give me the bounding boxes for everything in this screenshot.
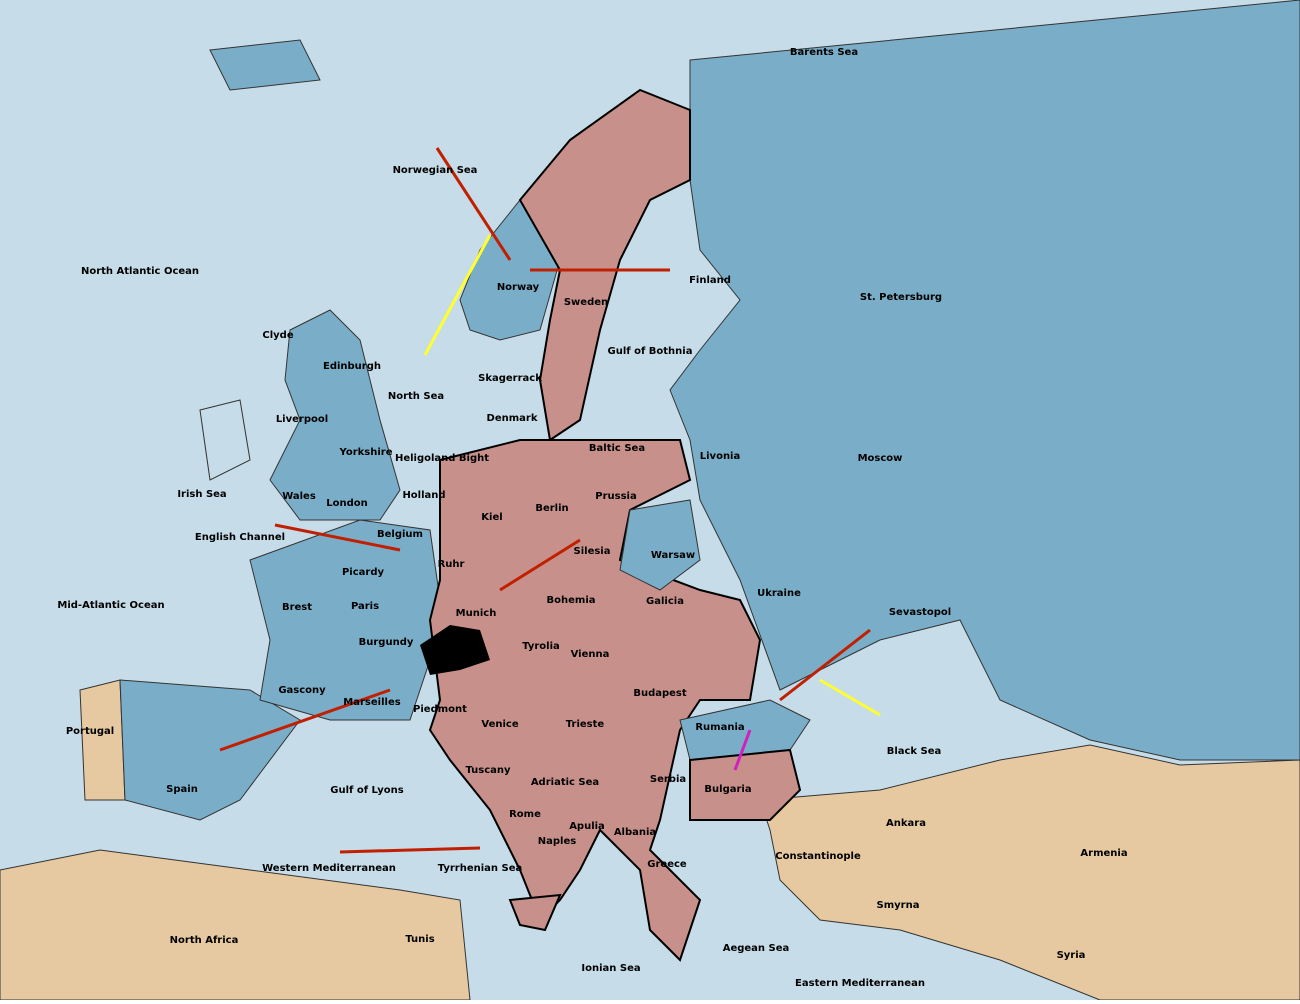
region-label: Barents Sea bbox=[790, 47, 858, 58]
region-label: St. Petersburg bbox=[860, 292, 942, 303]
region-label: Mid-Atlantic Ocean bbox=[57, 600, 164, 611]
region-label: Adriatic Sea bbox=[531, 777, 599, 788]
region-label: Berlin bbox=[535, 503, 568, 514]
region-label: North Sea bbox=[388, 391, 444, 402]
region-label: Denmark bbox=[487, 413, 538, 424]
region-label: Naples bbox=[538, 836, 576, 847]
region-label: Liverpool bbox=[276, 414, 328, 425]
spain bbox=[119, 679, 301, 821]
region-label: Skagerrack bbox=[478, 373, 542, 384]
region-label: Vienna bbox=[571, 649, 610, 660]
region-label: Eastern Mediterranean bbox=[795, 978, 925, 989]
france bbox=[249, 519, 441, 721]
region-label: Sweden bbox=[564, 297, 608, 308]
region-label: Livonia bbox=[700, 451, 740, 462]
region-label: Serbia bbox=[650, 774, 686, 785]
region-label: Warsaw bbox=[651, 550, 695, 561]
region-label: Budapest bbox=[633, 688, 687, 699]
region-label: Ionian Sea bbox=[581, 963, 640, 974]
rumania-land bbox=[679, 699, 811, 761]
region-label: Silesia bbox=[574, 546, 611, 557]
region-label: Ankara bbox=[886, 818, 926, 829]
region-label: Heligoland Bight bbox=[395, 453, 489, 464]
region-label: Sevastopol bbox=[889, 607, 951, 618]
region-label: Marseilles bbox=[343, 697, 400, 708]
region-label: Burgundy bbox=[359, 637, 414, 648]
region-label: Norwegian Sea bbox=[393, 165, 478, 176]
region-label: Brest bbox=[282, 602, 312, 613]
region-label: Ruhr bbox=[438, 559, 465, 570]
region-label: Norway bbox=[497, 282, 540, 293]
region-label: Greece bbox=[647, 859, 687, 870]
region-label: Clyde bbox=[262, 330, 293, 341]
ireland bbox=[199, 399, 251, 481]
region-label: Apulia bbox=[569, 821, 605, 832]
russia bbox=[669, 0, 1300, 761]
region-label: Yorkshire bbox=[339, 447, 393, 458]
order-arrow bbox=[219, 147, 871, 854]
region-label: Munich bbox=[456, 608, 497, 619]
convoy-arrow bbox=[733, 729, 752, 771]
region-label: Tuscany bbox=[465, 765, 511, 776]
portugal bbox=[79, 679, 126, 801]
region-label: Tyrrhenian Sea bbox=[438, 863, 523, 874]
region-label: Bulgaria bbox=[704, 784, 751, 795]
region-label: Tunis bbox=[405, 934, 434, 945]
bulgaria-land bbox=[689, 748, 802, 821]
region-label: Syria bbox=[1057, 950, 1086, 961]
region-label: Aegean Sea bbox=[723, 943, 790, 954]
region-label: London bbox=[326, 498, 368, 509]
warsaw-land bbox=[619, 499, 701, 591]
region-label: Albania bbox=[614, 827, 656, 838]
support-arrow bbox=[423, 234, 881, 717]
region-label: Spain bbox=[166, 784, 198, 795]
region-label: English Channel bbox=[195, 532, 285, 543]
region-label: Western Mediterranean bbox=[262, 863, 396, 874]
sicily bbox=[508, 893, 562, 932]
region-label: Holland bbox=[402, 490, 445, 501]
region-label: Smyrna bbox=[877, 900, 920, 911]
region-label: North Atlantic Ocean bbox=[81, 266, 199, 277]
region-label: Gulf of Lyons bbox=[330, 785, 403, 796]
scandinavia bbox=[518, 88, 691, 442]
region-label: Trieste bbox=[566, 719, 605, 730]
region-label: Moscow bbox=[858, 453, 903, 464]
iceland bbox=[209, 39, 321, 91]
region-label: Gascony bbox=[278, 685, 326, 696]
region-label: Tyrolia bbox=[522, 641, 560, 652]
region-label: Finland bbox=[689, 275, 731, 286]
region-label: Galicia bbox=[646, 596, 684, 607]
region-label: Armenia bbox=[1080, 848, 1127, 859]
region-label: Gulf of Bothnia bbox=[608, 346, 693, 357]
region-label: Venice bbox=[481, 719, 518, 730]
region-label: Constantinople bbox=[775, 851, 861, 862]
region-label: Portugal bbox=[66, 726, 114, 737]
region-label: Rumania bbox=[695, 722, 744, 733]
region-label: Ukraine bbox=[757, 588, 801, 599]
region-label: Picardy bbox=[342, 567, 385, 578]
region-label: Kiel bbox=[481, 512, 502, 523]
region-label: Prussia bbox=[595, 491, 636, 502]
region-label: Belgium bbox=[377, 529, 423, 540]
region-label: Irish Sea bbox=[177, 489, 226, 500]
britain bbox=[269, 309, 401, 521]
switzerland bbox=[420, 625, 490, 675]
region-label: Paris bbox=[351, 601, 379, 612]
region-label: Edinburgh bbox=[323, 361, 381, 372]
region-label: Piedmont bbox=[413, 704, 467, 715]
region-label: Rome bbox=[509, 809, 541, 820]
region-label: North Africa bbox=[170, 935, 239, 946]
region-label: Wales bbox=[282, 491, 316, 502]
region-label: Black Sea bbox=[887, 746, 942, 757]
region-label: Baltic Sea bbox=[589, 443, 645, 454]
region-label: Bohemia bbox=[547, 595, 596, 606]
